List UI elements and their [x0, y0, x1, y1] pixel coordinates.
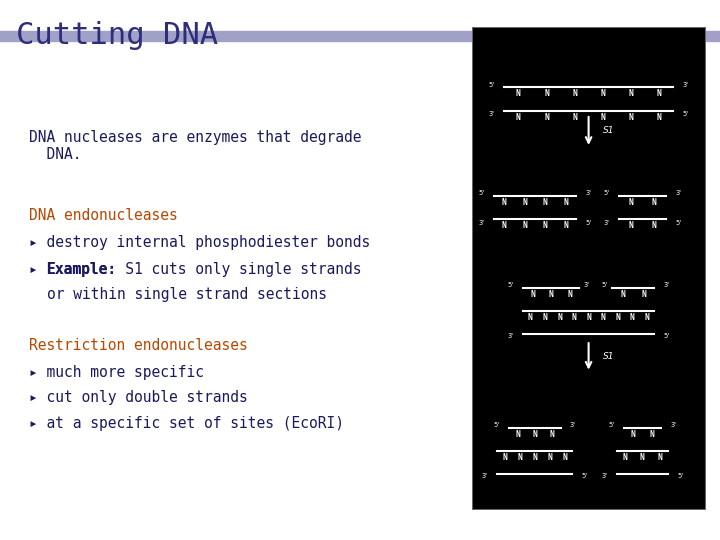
Text: 5': 5' — [608, 422, 614, 428]
Text: N: N — [616, 313, 620, 322]
Text: 5': 5' — [664, 333, 670, 339]
Text: 5': 5' — [489, 82, 495, 87]
Text: 5': 5' — [585, 220, 591, 226]
Text: 5': 5' — [601, 282, 608, 288]
Text: 5': 5' — [508, 282, 514, 288]
Text: N: N — [629, 89, 633, 98]
Text: 5': 5' — [603, 190, 610, 196]
Text: N: N — [557, 313, 562, 322]
Text: N: N — [631, 430, 636, 439]
Text: 3': 3' — [489, 111, 495, 117]
Text: S1: S1 — [603, 352, 614, 361]
Text: N: N — [657, 453, 662, 462]
Text: N: N — [644, 313, 649, 322]
Text: N: N — [572, 89, 577, 98]
Text: DNA nucleases are enzymes that degrade
  DNA.: DNA nucleases are enzymes that degrade D… — [29, 130, 361, 162]
Text: N: N — [572, 313, 577, 322]
Text: N: N — [502, 221, 506, 230]
Text: N: N — [516, 430, 520, 439]
Text: Cutting DNA: Cutting DNA — [16, 21, 218, 50]
Text: N: N — [543, 221, 547, 230]
Text: N: N — [542, 313, 547, 322]
Text: N: N — [503, 453, 508, 462]
Text: N: N — [549, 430, 554, 439]
Text: or within single strand sections: or within single strand sections — [47, 287, 327, 302]
Text: 3': 3' — [570, 422, 576, 428]
Text: ▸ destroy internal phosphodiester bonds: ▸ destroy internal phosphodiester bonds — [29, 235, 370, 250]
Text: N: N — [522, 221, 527, 230]
Text: N: N — [641, 290, 646, 299]
Text: Restriction endonucleases: Restriction endonucleases — [29, 338, 248, 353]
Text: N: N — [623, 453, 628, 462]
Text: N: N — [502, 198, 506, 207]
Text: N: N — [600, 313, 606, 322]
Text: S1: S1 — [603, 126, 614, 136]
Text: 5': 5' — [478, 190, 485, 196]
Text: 5': 5' — [683, 111, 688, 117]
Text: N: N — [630, 313, 635, 322]
Text: 3': 3' — [603, 220, 610, 226]
Text: N: N — [530, 290, 535, 299]
Text: N: N — [600, 112, 605, 122]
Text: N: N — [629, 112, 633, 122]
Text: N: N — [600, 89, 605, 98]
Text: 5': 5' — [675, 220, 681, 226]
Text: N: N — [516, 112, 521, 122]
Text: 3': 3' — [479, 220, 485, 226]
Text: N: N — [518, 453, 522, 462]
Text: 3': 3' — [585, 190, 591, 196]
Text: N: N — [544, 112, 549, 122]
Text: N: N — [516, 89, 521, 98]
Text: 3': 3' — [508, 333, 514, 339]
Text: N: N — [652, 221, 657, 230]
Text: N: N — [543, 198, 547, 207]
Text: N: N — [528, 313, 533, 322]
Text: N: N — [586, 313, 591, 322]
Text: N: N — [532, 430, 537, 439]
Text: ▸ at a specific set of sites (EcoRI): ▸ at a specific set of sites (EcoRI) — [29, 416, 344, 431]
Text: N: N — [563, 221, 568, 230]
Text: N: N — [620, 290, 625, 299]
Text: N: N — [657, 89, 661, 98]
Text: N: N — [649, 430, 654, 439]
Text: Example:: Example: — [47, 262, 117, 277]
Text: N: N — [640, 453, 645, 462]
Text: N: N — [562, 453, 567, 462]
Text: N: N — [572, 112, 577, 122]
Text: N: N — [657, 112, 661, 122]
Text: N: N — [544, 89, 549, 98]
Text: 5': 5' — [678, 474, 684, 480]
Text: ▸ Example: S1 cuts only single strands: ▸ Example: S1 cuts only single strands — [29, 262, 361, 277]
Text: 5': 5' — [582, 474, 588, 480]
Text: N: N — [547, 453, 552, 462]
Text: ▸ cut only double strands: ▸ cut only double strands — [29, 390, 248, 405]
Bar — [0, 31, 720, 40]
Text: 3': 3' — [683, 82, 688, 87]
Text: 5': 5' — [493, 422, 500, 428]
Text: 3': 3' — [482, 474, 488, 480]
Text: 3': 3' — [675, 190, 681, 196]
Text: ▸ much more specific: ▸ much more specific — [29, 364, 204, 380]
Text: 3': 3' — [601, 474, 608, 480]
Text: N: N — [522, 198, 527, 207]
Text: N: N — [629, 221, 633, 230]
Text: N: N — [629, 198, 633, 207]
Text: N: N — [532, 453, 537, 462]
Text: N: N — [563, 198, 568, 207]
Text: N: N — [567, 290, 572, 299]
Text: 3': 3' — [670, 422, 677, 428]
Text: N: N — [652, 198, 657, 207]
Text: DNA endonucleases: DNA endonucleases — [29, 208, 178, 223]
Text: 3': 3' — [664, 282, 670, 288]
Text: 3': 3' — [584, 282, 590, 288]
Text: N: N — [549, 290, 554, 299]
